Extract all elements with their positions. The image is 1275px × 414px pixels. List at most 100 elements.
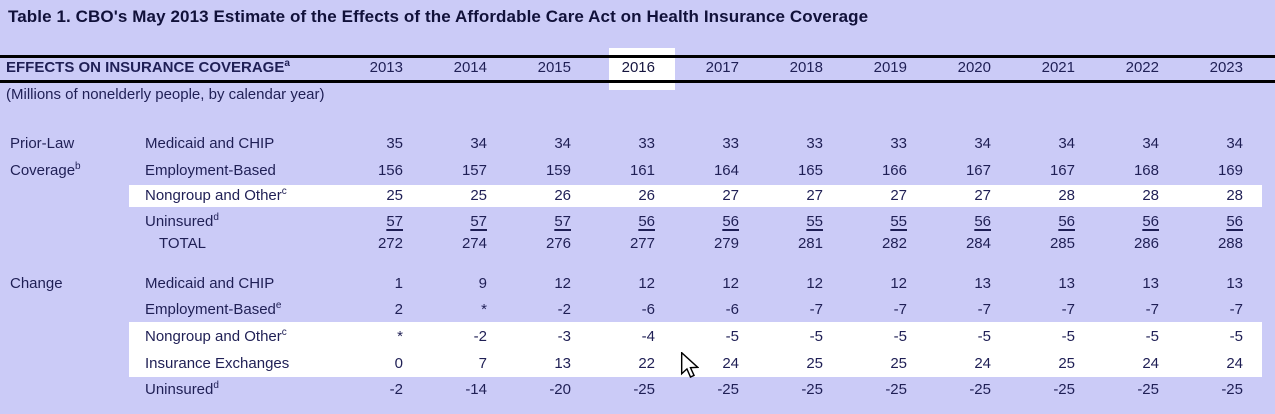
value-cell: 165 <box>797 162 823 179</box>
value-cell: 25 <box>1058 355 1075 372</box>
value-cell: 13 <box>974 275 991 292</box>
value-cell: 34 <box>554 135 571 152</box>
year-header-2015: 2015 <box>537 59 571 76</box>
row-label: Employment-Basede <box>145 300 282 319</box>
value-cell: 55 <box>806 213 823 230</box>
value-cell: 24 <box>722 355 739 372</box>
value-cell: -5 <box>1229 328 1243 345</box>
table-row: Nongroup and Otherc 25 25 26 26 27 27 27 27 28 28 2… <box>0 186 1275 206</box>
value-cell: 156 <box>377 162 403 179</box>
row-label: Employment-Based <box>145 162 276 179</box>
value-cell: -3 <box>557 328 571 345</box>
value-cell: -5 <box>893 328 907 345</box>
table-row: Coverageb Employment-Based 156 157 159 161 164… <box>0 161 1275 181</box>
value-cell: 167 <box>965 162 991 179</box>
value-cell: 27 <box>722 187 739 204</box>
value-cell: 56 <box>638 213 655 230</box>
value-cell: 27 <box>974 187 991 204</box>
value-cell: -25 <box>969 381 991 398</box>
value-cell: -25 <box>885 381 907 398</box>
table-row: TOTAL 272 274 276 277 279 281 282 284 285 286 288 <box>0 234 1275 254</box>
value-cell: 55 <box>890 213 907 230</box>
value-cell: 35 <box>386 135 403 152</box>
value-cell: 57 <box>554 213 571 230</box>
value-cell: 25 <box>386 187 403 204</box>
value-cell: 0 <box>394 355 403 372</box>
table-row: Uninsuredd 57 57 57 56 56 55 55 56 56 56 56 <box>0 212 1275 232</box>
year-header-2019: 2019 <box>873 59 907 76</box>
value-cell: 27 <box>890 187 907 204</box>
value-cell: 22 <box>638 355 655 372</box>
year-header-2013: 2013 <box>369 59 403 76</box>
value-cell: 166 <box>881 162 907 179</box>
value-cell: 279 <box>713 235 739 252</box>
value-cell: 56 <box>1142 213 1159 230</box>
value-cell: 169 <box>1217 162 1243 179</box>
value-cell: 13 <box>1058 275 1075 292</box>
value-cell: 157 <box>461 162 487 179</box>
value-cell: 12 <box>722 275 739 292</box>
value-cell: 34 <box>1226 135 1243 152</box>
value-cell: 272 <box>377 235 403 252</box>
year-header-2020: 2020 <box>957 59 991 76</box>
table-row: Insurance Exchanges 0 7 13 22 24 25 25 24 25 24 24 <box>0 354 1275 374</box>
value-cell: -4 <box>641 328 655 345</box>
value-cell: 159 <box>545 162 571 179</box>
value-cell: 27 <box>806 187 823 204</box>
value-cell: 28 <box>1058 187 1075 204</box>
value-cell: 56 <box>974 213 991 230</box>
section-label: Change <box>10 275 63 292</box>
value-cell: -5 <box>809 328 823 345</box>
value-cell: -14 <box>465 381 487 398</box>
row-label: Uninsuredd <box>145 380 219 399</box>
value-cell: 26 <box>638 187 655 204</box>
value-cell: 24 <box>974 355 991 372</box>
table-row: Change Medicaid and CHIP 1 9 12 12 12 12 12 13 13 1… <box>0 274 1275 294</box>
value-cell: 33 <box>890 135 907 152</box>
value-cell: 9 <box>478 275 487 292</box>
value-cell: 161 <box>629 162 655 179</box>
value-cell: -7 <box>1061 301 1075 318</box>
value-cell: 56 <box>1226 213 1243 230</box>
value-cell: -5 <box>1061 328 1075 345</box>
value-cell: * <box>397 328 403 345</box>
table-title: Table 1. CBO's May 2013 Estimate of the … <box>8 7 869 26</box>
year-header-2014: 2014 <box>453 59 487 76</box>
value-cell: -7 <box>1145 301 1159 318</box>
row-label: Medicaid and CHIP <box>145 275 275 292</box>
row-label: TOTAL <box>159 235 206 252</box>
value-cell: 12 <box>638 275 655 292</box>
year-header-2016: 2016 <box>621 59 655 76</box>
value-cell: -5 <box>977 328 991 345</box>
value-cell: 56 <box>1058 213 1075 230</box>
value-cell: 288 <box>1217 235 1243 252</box>
row-label: Insurance Exchanges <box>145 355 290 372</box>
value-cell: -25 <box>801 381 823 398</box>
value-cell: 274 <box>461 235 487 252</box>
effects-header-label: EFFECTS ON INSURANCE COVERAGEa <box>6 58 290 77</box>
column-header-row: EFFECTS ON INSURANCE COVERAGEa 2013 2014 2… <box>0 58 1275 78</box>
year-header-2017: 2017 <box>705 59 739 76</box>
value-cell: 33 <box>638 135 655 152</box>
value-cell: 25 <box>890 355 907 372</box>
table-subtitle: (Millions of nonelderly people, by calen… <box>6 86 325 103</box>
value-cell: 25 <box>470 187 487 204</box>
value-cell: 12 <box>890 275 907 292</box>
value-cell: -25 <box>1221 381 1243 398</box>
value-cell: 285 <box>1049 235 1075 252</box>
section-label: Prior-Law <box>10 135 75 152</box>
section-label: Coverageb <box>10 161 81 180</box>
value-cell: 1 <box>394 275 403 292</box>
value-cell: 34 <box>1142 135 1159 152</box>
value-cell: -2 <box>557 301 571 318</box>
row-label: Nongroup and Otherc <box>145 327 287 346</box>
value-cell: 13 <box>554 355 571 372</box>
value-cell: -25 <box>717 381 739 398</box>
value-cell: -7 <box>1229 301 1243 318</box>
value-cell: 25 <box>806 355 823 372</box>
value-cell: 13 <box>1226 275 1243 292</box>
value-cell: 284 <box>965 235 991 252</box>
value-cell: 28 <box>1226 187 1243 204</box>
value-cell: -6 <box>725 301 739 318</box>
row-label: Medicaid and CHIP <box>145 135 275 152</box>
